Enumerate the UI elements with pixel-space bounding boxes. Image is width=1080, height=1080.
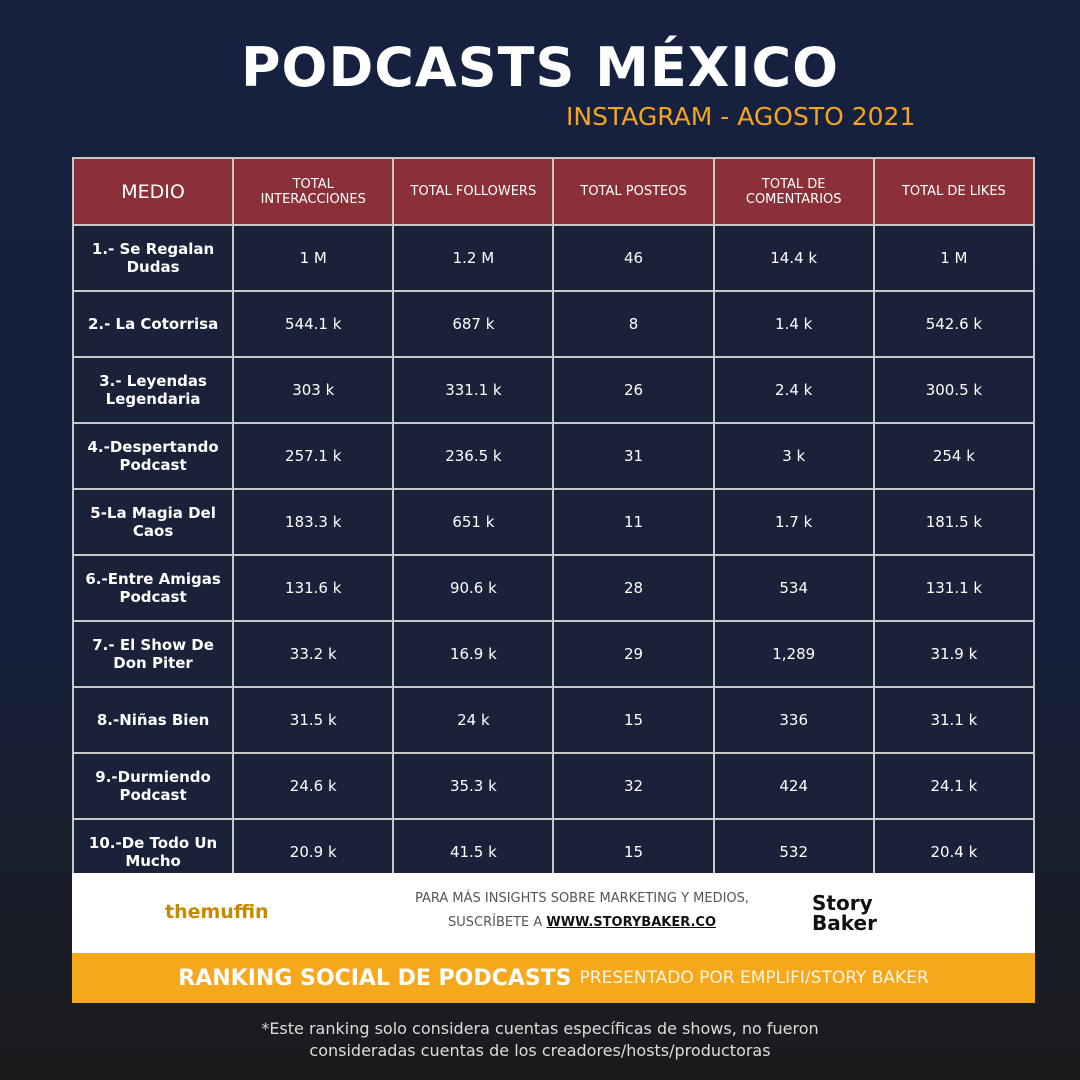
cell: 254 k — [872, 422, 1036, 490]
cell: 1 M — [232, 224, 395, 292]
cell: 236.5 k — [392, 422, 555, 490]
cell: 1.2 M — [392, 224, 555, 292]
ranking-table: MEDIO TOTAL INTERACCIONES TOTAL FOLLOWERS T… — [71, 157, 1036, 886]
row-name: 3.- Leyendas Legendaria — [71, 356, 235, 424]
logo: themuffin — [165, 901, 269, 923]
subtitle: INSTAGRAM - AGOSTO 2021 — [566, 102, 916, 131]
column-header: TOTAL INTERACCIONES — [232, 157, 395, 226]
banner-text: PARA MÁS INSIGHTS SOBRE MARKETING Y MEDI… — [414, 891, 750, 906]
cell: 336 — [712, 686, 875, 754]
table-row: 7.- El Show De Don Piter 33.2 k 16.9 k 29 1,… — [71, 620, 1036, 688]
header-row: MEDIO TOTAL INTERACCIONES TOTAL FOLLOWERS T… — [71, 157, 1036, 226]
table-row: 4.-Despertando Podcast 257.1 k 236.5 k 31 3 … — [71, 422, 1036, 490]
cell: 687 k — [392, 290, 555, 358]
cell: 181.5 k — [872, 488, 1036, 556]
table-row: 5-La Magia Del Caos 183.3 k 651 k 11 1.7 k 18… — [71, 488, 1036, 556]
cell: 3 k — [712, 422, 875, 490]
cell: 31.5 k — [232, 686, 395, 754]
cell: 90.6 k — [392, 554, 555, 622]
ranking-subtitle: PRESENTADO POR EMPLIFI/STORY BAKER — [579, 968, 929, 988]
cell: 331.1 k — [392, 356, 555, 424]
cell: 542.6 k — [872, 290, 1036, 358]
cell: 183.3 k — [232, 488, 395, 556]
cell: 16.9 k — [392, 620, 555, 688]
cell: 24 k — [392, 686, 555, 754]
cell: 35.3 k — [392, 752, 555, 820]
cell: 31.9 k — [872, 620, 1036, 688]
cell: 29 — [552, 620, 715, 688]
cell: 28 — [552, 554, 715, 622]
column-header: TOTAL DE COMENTARIOS — [712, 157, 875, 226]
column-header: TOTAL FOLLOWERS — [392, 157, 555, 226]
note: *Este ranking solo considera cuentas esp… — [261, 1019, 819, 1060]
cell: 46 — [552, 224, 715, 292]
cell: 131.1 k — [872, 554, 1036, 622]
cell: 11 — [552, 488, 715, 556]
cell: 1,289 — [712, 620, 875, 688]
row-name: 6.-Entre Amigas Podcast — [71, 554, 235, 622]
column-header: MEDIO — [71, 157, 235, 226]
column-header: TOTAL DE LIKES — [872, 157, 1036, 226]
logo: Story Baker — [812, 891, 877, 935]
banner-text: SUSCRÍBETE A — [447, 915, 543, 930]
ranking-bar: RANKING SOCIAL DE PODCASTS PRESENTADO POR… — [72, 953, 1035, 1003]
cell: 1.4 k — [712, 290, 875, 358]
cell: 303 k — [232, 356, 395, 424]
cell: 33.2 k — [232, 620, 395, 688]
cell: 131.6 k — [232, 554, 395, 622]
table-row: 9.-Durmiendo Podcast 24.6 k 35.3 k 32 424 24.… — [71, 752, 1036, 820]
row-name: 7.- El Show De Don Piter — [71, 620, 235, 688]
banner: themuffin PARA MÁS INSIGHTS SOBRE MARKET… — [72, 873, 1035, 953]
title: PODCASTS MÉXICO — [240, 36, 840, 99]
cell: 26 — [552, 356, 715, 424]
cell: 31.1 k — [872, 686, 1036, 754]
cell: 651 k — [392, 488, 555, 556]
row-name: 1.- Se Regalan Dudas — [71, 224, 235, 292]
row-name: 8.-Niñas Bien — [71, 686, 235, 754]
cell: 24.1 k — [872, 752, 1036, 820]
cell: 24.6 k — [232, 752, 395, 820]
table-row: 2.- La Cotorrisa 544.1 k 687 k 8 1.4 k 542.6 … — [71, 290, 1036, 358]
link[interactable]: WWW.STORYBAKER.CO — [546, 915, 717, 930]
row-name: 5-La Magia Del Caos — [71, 488, 235, 556]
cell: 534 — [712, 554, 875, 622]
row-name: 4.-Despertando Podcast — [71, 422, 235, 490]
cell: 1 M — [872, 224, 1036, 292]
cell: 2.4 k — [712, 356, 875, 424]
table-row: 8.-Niñas Bien 31.5 k 24 k 15 336 31.1 k — [71, 686, 1036, 754]
cell: 257.1 k — [232, 422, 395, 490]
cell: 8 — [552, 290, 715, 358]
row-name: 9.-Durmiendo Podcast — [71, 752, 235, 820]
table-row: 3.- Leyendas Legendaria 303 k 331.1 k 26 2.4… — [71, 356, 1036, 424]
banner-text: SUSCRÍBETE A WWW.STORYBAKER.CO — [372, 915, 792, 930]
cell: 300.5 k — [872, 356, 1036, 424]
column-header: TOTAL POSTEOS — [552, 157, 715, 226]
cell: 544.1 k — [232, 290, 395, 358]
table-row: 6.-Entre Amigas Podcast 131.6 k 90.6 k 28 53… — [71, 554, 1036, 622]
cell: 1.7 k — [712, 488, 875, 556]
ranking-title: RANKING SOCIAL DE PODCASTS — [178, 965, 572, 991]
cell: 31 — [552, 422, 715, 490]
cell: 15 — [552, 686, 715, 754]
cell: 14.4 k — [712, 224, 875, 292]
cell: 32 — [552, 752, 715, 820]
row-name: 2.- La Cotorrisa — [71, 290, 235, 358]
cell: 424 — [712, 752, 875, 820]
